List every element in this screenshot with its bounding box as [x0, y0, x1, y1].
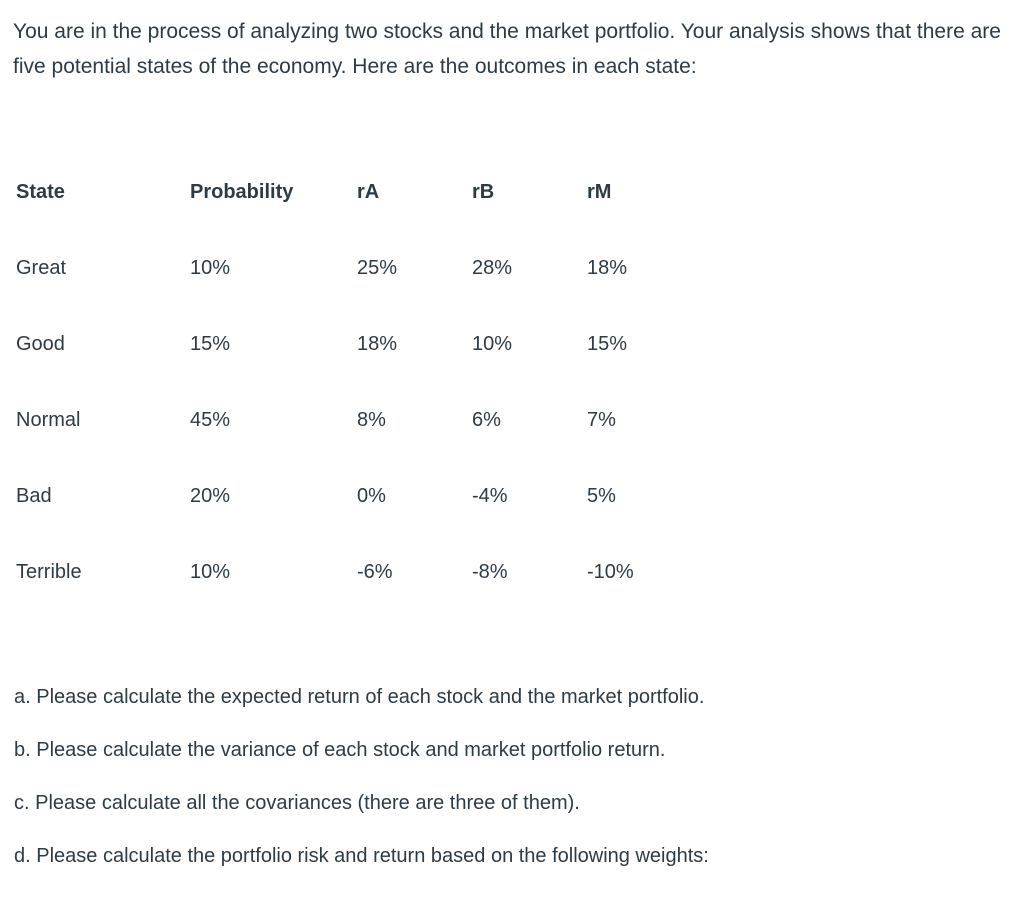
row-bad-rb: -4% — [472, 485, 508, 507]
row-normal-rb: 6% — [472, 409, 501, 431]
header-state: State — [16, 181, 65, 203]
intro-paragraph: You are in the process of analyzing two … — [13, 20, 1001, 78]
row-bad-rm: 5% — [587, 485, 616, 507]
row-great-probability: 10% — [190, 257, 231, 279]
row-good-probability: 15% — [190, 333, 231, 355]
row-bad-ra: 0% — [357, 485, 386, 507]
header-rm: rM — [587, 181, 612, 203]
header-rb: rB — [472, 181, 495, 203]
header-ra: rA — [357, 181, 380, 203]
row-good-ra: 18% — [357, 333, 398, 355]
row-great-rb: 28% — [472, 257, 513, 279]
row-great-rm: 18% — [587, 257, 628, 279]
row-terrible-rb: -8% — [472, 561, 508, 583]
row-good-rb: 10% — [472, 333, 513, 355]
row-great-state: Great — [16, 257, 67, 279]
row-terrible-probability: 10% — [190, 561, 231, 583]
header-probability: Probability — [190, 181, 294, 203]
row-normal-ra: 8% — [357, 409, 386, 431]
outcomes-table: State Probability rA rB rM Great 10% 25%… — [16, 181, 634, 583]
row-terrible-state: Terrible — [16, 561, 82, 583]
row-terrible-rm: -10% — [587, 561, 634, 583]
row-good-rm: 15% — [587, 333, 628, 355]
row-bad-state: Bad — [16, 485, 52, 507]
question-list: a. Please calculate the expected return … — [14, 684, 709, 896]
row-bad-probability: 20% — [190, 485, 231, 507]
row-good-state: Good — [16, 333, 65, 355]
question-c: c. Please calculate all the covariances … — [14, 792, 580, 814]
row-terrible-ra: -6% — [357, 561, 393, 583]
row-normal-state: Normal — [16, 409, 81, 431]
question-d: d. Please calculate the portfolio risk a… — [14, 845, 709, 867]
row-normal-rm: 7% — [587, 409, 616, 431]
question-b: b. Please calculate the variance of each… — [14, 739, 666, 761]
question-a: a. Please calculate the expected return … — [14, 686, 705, 708]
row-great-ra: 25% — [357, 257, 398, 279]
row-normal-probability: 45% — [190, 409, 231, 431]
